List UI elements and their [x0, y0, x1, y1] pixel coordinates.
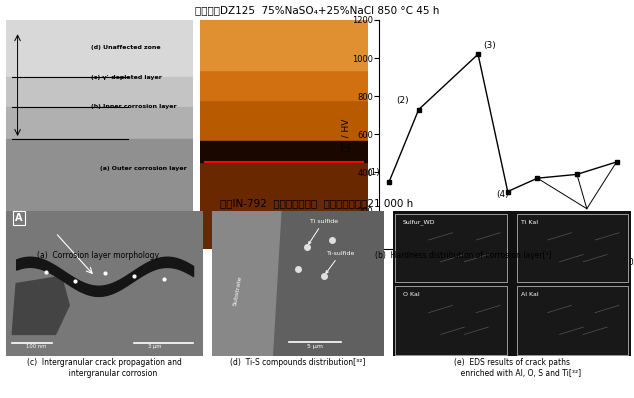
Text: (2): (2) [396, 96, 409, 105]
Text: A: A [15, 213, 23, 223]
Bar [6, 77, 193, 107]
Bar [517, 287, 628, 355]
Text: (4): (4) [496, 190, 509, 199]
Text: (c) γ'-depleted layer: (c) γ'-depleted layer [91, 74, 162, 80]
Text: (e)  EDS results of crack paths
       enriched with Al, O, S and Ti[³²]: (e) EDS results of crack paths enriched … [444, 358, 581, 378]
Text: Sulfur_WD: Sulfur_WD [403, 220, 435, 225]
Bar [200, 20, 368, 100]
Text: 铸造IN-792  硫化氢燃气环境  高温热腐蚀服役21 000 h: 铸造IN-792 硫化氢燃气环境 高温热腐蚀服役21 000 h [221, 198, 413, 208]
Bar [200, 20, 368, 70]
Text: 3 μm: 3 μm [148, 344, 161, 349]
Bar [200, 20, 368, 146]
Text: Ti sulfide: Ti sulfide [309, 219, 338, 244]
Text: (d) Unaffected zone: (d) Unaffected zone [91, 45, 160, 50]
Text: 5 μm: 5 μm [307, 344, 323, 349]
Text: Ti KaI: Ti KaI [521, 220, 539, 224]
Text: 50 μm: 50 μm [274, 233, 294, 238]
Text: (a) Outer corrosion layer: (a) Outer corrosion layer [100, 166, 186, 171]
Polygon shape [212, 211, 281, 356]
Text: Al KaI: Al KaI [521, 292, 539, 297]
Text: (3): (3) [484, 41, 496, 51]
Text: Ti-sulfide: Ti-sulfide [326, 250, 355, 273]
Text: SS67    ×500  50 μm: SS67 ×500 50 μm [25, 233, 80, 238]
Text: (b) Inner corrosion layer: (b) Inner corrosion layer [91, 104, 176, 109]
Text: 未影响基体: 未影响基体 [571, 213, 593, 222]
Bar [517, 214, 628, 282]
Text: 100 nm: 100 nm [26, 344, 46, 349]
Bar [6, 20, 193, 77]
Text: O KaI: O KaI [403, 292, 419, 297]
Bar [396, 287, 507, 355]
Bar [200, 141, 368, 162]
Y-axis label: 硬度 / HV: 硬度 / HV [342, 118, 351, 150]
Bar [6, 107, 193, 139]
Text: (a)  Corrosion layer morphology: (a) Corrosion layer morphology [37, 251, 159, 260]
Text: (b)  Hardness distribution of corrosion layer[¹]: (b) Hardness distribution of corrosion l… [375, 251, 551, 260]
Bar [6, 139, 193, 221]
Text: Substrate: Substrate [233, 275, 243, 306]
Polygon shape [12, 276, 69, 334]
Text: (1): (1) [367, 168, 380, 177]
Text: (c)  Intergranular crack propagation and
       intergranular corrosion: (c) Intergranular crack propagation and … [27, 358, 182, 378]
Text: (d)  Ti-S compounds distribution[³²]: (d) Ti-S compounds distribution[³²] [230, 358, 366, 367]
Bar [6, 221, 193, 249]
Text: 定向凝固DZ125  75%NaSO₄+25%NaCl 850 °C 45 h: 定向凝固DZ125 75%NaSO₄+25%NaCl 850 °C 45 h [195, 5, 439, 15]
X-axis label: 距表面距离 / μm: 距表面距离 / μm [477, 273, 528, 282]
Bar [396, 214, 507, 282]
